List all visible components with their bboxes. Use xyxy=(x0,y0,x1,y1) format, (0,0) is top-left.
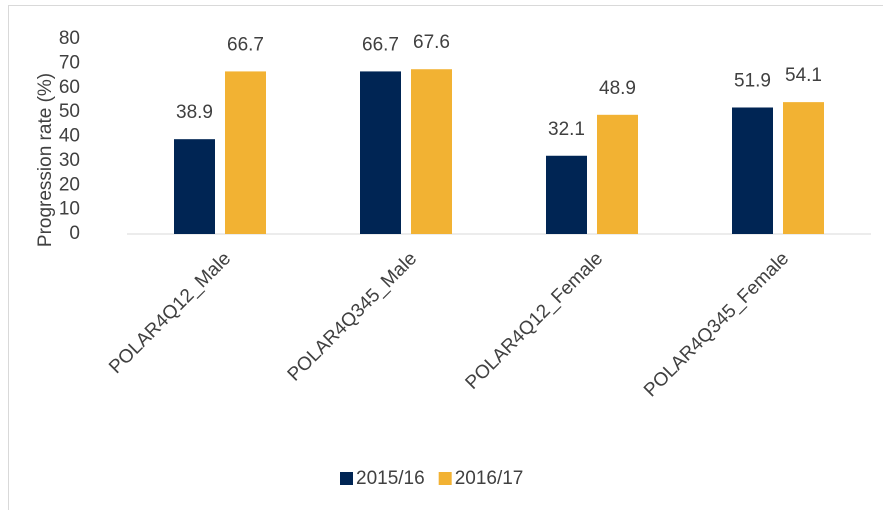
value-label: 32.1 xyxy=(548,119,585,140)
bar xyxy=(546,155,587,234)
y-tick-label: 70 xyxy=(59,52,80,73)
y-tick-label: 80 xyxy=(59,28,80,49)
y-axis-label: Progression rate (%) xyxy=(35,73,56,247)
bar xyxy=(732,107,773,234)
bar xyxy=(174,139,215,234)
y-tick-label: 0 xyxy=(69,223,80,244)
value-label: 38.9 xyxy=(176,102,213,123)
y-tick-label: 10 xyxy=(59,199,80,220)
y-tick-label: 60 xyxy=(59,77,80,98)
legend-label: 2016/17 xyxy=(455,468,524,489)
value-label: 51.9 xyxy=(734,71,771,92)
y-tick-label: 20 xyxy=(59,174,80,195)
y-tick-label: 30 xyxy=(59,150,80,171)
bar xyxy=(783,102,824,234)
y-tick-label: 40 xyxy=(59,126,80,147)
value-label: 54.1 xyxy=(785,65,822,86)
value-label: 48.9 xyxy=(599,78,636,99)
value-label: 66.7 xyxy=(227,34,264,55)
value-label: 67.6 xyxy=(413,32,450,53)
bar xyxy=(225,71,266,234)
bar xyxy=(411,69,452,234)
legend-swatch xyxy=(340,472,353,485)
legend-label: 2015/16 xyxy=(356,468,425,489)
bar xyxy=(360,71,401,234)
legend-swatch xyxy=(438,472,452,485)
y-tick-label: 50 xyxy=(59,101,80,122)
value-label: 66.7 xyxy=(362,34,399,55)
bar xyxy=(597,114,638,234)
